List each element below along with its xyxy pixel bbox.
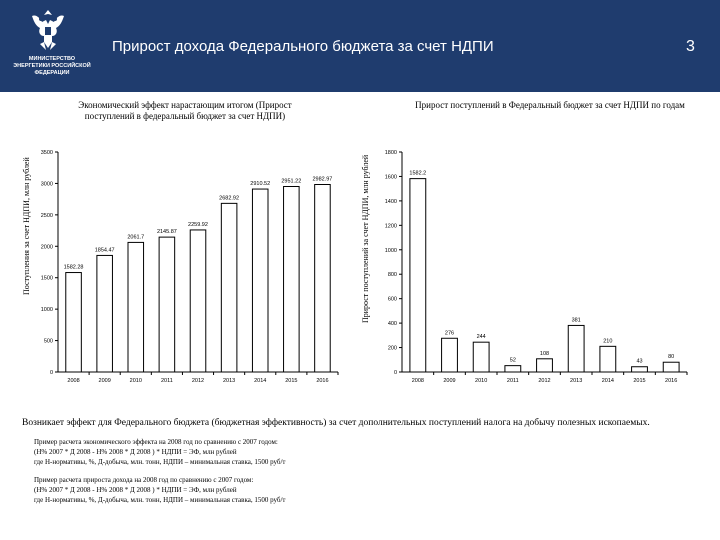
left-bar <box>158 236 176 373</box>
left-x-tick-label: 2013 <box>223 378 235 384</box>
right-y-tick-label: 800 <box>388 272 397 278</box>
right-y-tick-label: 400 <box>388 321 397 327</box>
right-bar-chart: 0 200 400 600 800 1000 1200 1400 1600 1800 1582.2 2… <box>385 150 688 384</box>
left-x-tick-label: 2016 <box>316 378 328 384</box>
right-x-tick-label: 2012 <box>538 378 550 384</box>
right-x-tick-label: 2008 <box>412 378 424 384</box>
right-x-tick-label: 2009 <box>443 378 455 384</box>
left-data-label: 2259.92 <box>188 222 208 228</box>
left-y-tick-label: 1500 <box>41 276 53 282</box>
right-chart-title: Прирост поступлений в Федеральный бюджет… <box>415 100 685 110</box>
left-bar <box>65 272 82 373</box>
left-x-tick-label: 2009 <box>99 378 111 384</box>
right-x-tick-label: 2015 <box>633 378 645 384</box>
right-data-label: 381 <box>572 317 581 323</box>
example-2-line-1: Пример расчета прироста дохода на 2008 г… <box>34 476 254 484</box>
right-data-label: 108 <box>540 351 549 357</box>
left-data-label: 2682.92 <box>219 195 239 201</box>
example-2-line-2: (Н% 2007 * Д 2008 - Н% 2008 * Д 2008 ) *… <box>34 486 237 494</box>
left-data-label: 2951.22 <box>281 178 301 184</box>
left-y-tick-label: 3000 <box>41 181 53 187</box>
left-x-tick-label: 2015 <box>285 378 297 384</box>
example-1-line-3: где Н-нормативы, %, Д-добыча, млн. тонн,… <box>34 458 286 466</box>
left-data-label: 2982.97 <box>312 176 332 182</box>
ministry-name: МИНИСТЕРСТВО ЭНЕРГЕТИКИ РОССИЙСКОЙ ФЕДЕР… <box>13 56 91 76</box>
right-bar <box>409 178 427 373</box>
right-y-tick-label: 200 <box>388 346 397 352</box>
right-data-label: 276 <box>445 330 454 336</box>
right-bar <box>504 365 522 373</box>
example-2-line-3: где Н-нормативы, %, Д-добыча, млн. тонн,… <box>34 496 286 504</box>
right-chart-ylabel: Прирост поступлений за счет НДПИ, млн ру… <box>361 154 370 323</box>
example-1-line-1: Пример расчета экономического эффекта на… <box>34 438 278 446</box>
left-data-label: 1582.28 <box>64 265 84 271</box>
right-y-tick-label: 0 <box>394 370 397 376</box>
right-y-tick-label: 1000 <box>385 248 397 254</box>
left-x-tick-label: 2008 <box>67 378 79 384</box>
right-x-tick-label: 2010 <box>475 378 487 384</box>
right-x-tick-label: 2016 <box>665 378 677 384</box>
left-y-tick-label: 0 <box>50 370 53 376</box>
left-data-label: 2145.87 <box>157 229 177 235</box>
right-y-tick-label: 1600 <box>385 174 397 180</box>
example-block-2: Пример расчета прироста дохода на 2008 г… <box>34 475 285 505</box>
left-data-label: 2910.52 <box>250 181 270 187</box>
left-bar <box>251 188 269 373</box>
example-block-1: Пример расчета экономического эффекта на… <box>34 437 285 467</box>
left-bar-chart: 0 500 1000 1500 2000 2500 3000 3500 1582.28 2008 1… <box>41 150 339 384</box>
left-bar <box>96 254 113 373</box>
right-y-tick-label: 1800 <box>385 150 397 156</box>
left-bar <box>314 183 331 373</box>
left-y-tick-label: 1000 <box>41 307 53 313</box>
page-title: Прирост дохода Федерального бюджета за с… <box>112 38 494 55</box>
example-1-line-2: (Н% 2007 * Д 2008 - Н% 2008 * Д 2008 ) *… <box>34 448 237 456</box>
right-data-label: 43 <box>636 359 642 365</box>
right-x-tick-label: 2014 <box>602 378 614 384</box>
right-bar <box>631 366 648 373</box>
summary-text: Возникает эффект для Федерального бюджет… <box>22 418 650 428</box>
left-y-tick-label: 500 <box>44 339 53 345</box>
right-y-tick-label: 1400 <box>385 199 397 205</box>
left-data-label: 1854.47 <box>95 247 115 253</box>
right-bar <box>662 361 680 373</box>
right-data-label: 244 <box>477 334 486 340</box>
left-chart-title: Экономический эффект нарастающим итогом … <box>78 100 292 121</box>
double-headed-eagle-icon <box>32 10 64 50</box>
left-bar <box>189 229 207 373</box>
right-x-tick-label: 2013 <box>570 378 582 384</box>
right-x-tick-label: 2011 <box>507 378 519 384</box>
left-bar <box>283 185 300 373</box>
right-bar <box>599 345 617 373</box>
left-y-tick-label: 2000 <box>41 244 53 250</box>
right-bar <box>567 324 585 373</box>
left-x-tick-label: 2012 <box>192 378 204 384</box>
left-bar <box>127 241 145 373</box>
left-bar <box>220 202 238 373</box>
right-data-label: 80 <box>668 354 674 360</box>
right-y-tick-label: 600 <box>388 297 397 303</box>
right-data-label: 210 <box>603 338 612 344</box>
right-data-label: 52 <box>510 358 516 364</box>
left-y-tick-label: 2500 <box>41 213 53 219</box>
left-x-tick-label: 2010 <box>130 378 142 384</box>
right-y-tick-label: 1200 <box>385 223 397 229</box>
right-bar <box>472 341 490 373</box>
left-x-tick-label: 2011 <box>161 378 173 384</box>
left-data-label: 2061.7 <box>127 234 144 240</box>
right-bar <box>536 358 553 373</box>
right-data-label: 1582.2 <box>409 171 426 177</box>
page-number: 3 <box>686 38 695 55</box>
left-x-tick-label: 2014 <box>254 378 266 384</box>
header-bar: МИНИСТЕРСТВО ЭНЕРГЕТИКИ РОССИЙСКОЙ ФЕДЕР… <box>0 0 720 92</box>
right-bar <box>441 337 458 373</box>
left-y-tick-label: 3500 <box>41 150 53 156</box>
